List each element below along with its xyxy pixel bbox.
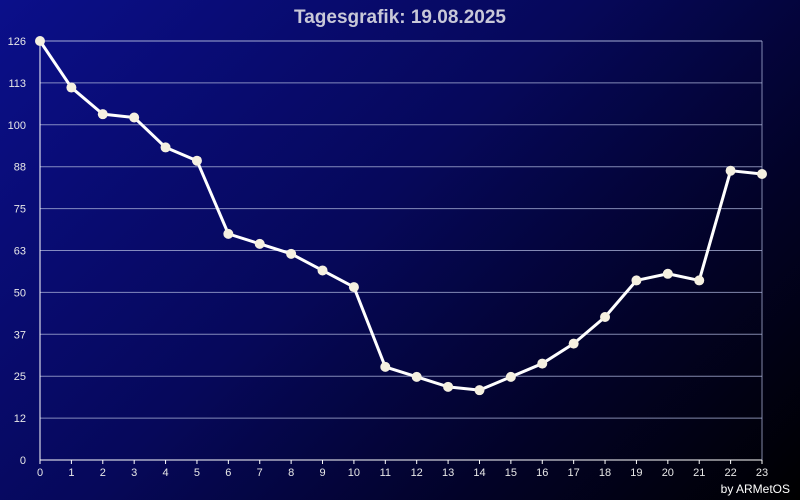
x-tick-label: 9: [319, 467, 325, 479]
data-point: [223, 228, 234, 239]
x-tick-label: 2: [100, 467, 106, 479]
data-point: [474, 385, 485, 396]
y-tick-label: 50: [14, 287, 26, 299]
x-tick-label: 3: [131, 467, 137, 479]
data-point: [286, 248, 297, 259]
x-tick-label: 5: [194, 467, 200, 479]
x-tick-labels: 0 1 2 3 4 5 6 7 8 9 10 11 12 13 14 15 16 17 18 19 20 21 22 23: [37, 467, 768, 479]
x-tick-label: 0: [37, 467, 43, 479]
credit-label: by ARMetOS: [721, 482, 790, 496]
data-point: [694, 275, 705, 286]
x-tick-label: 18: [599, 467, 611, 479]
axes: [39, 40, 763, 464]
x-tick-label: 6: [225, 467, 231, 479]
y-tick-label: 88: [14, 162, 26, 174]
x-tick-label: 12: [411, 467, 423, 479]
y-tick-label: 25: [14, 371, 26, 383]
data-point: [568, 338, 579, 349]
x-tick-label: 19: [630, 467, 642, 479]
data-point: [411, 371, 422, 382]
x-tick-label: 11: [380, 467, 391, 479]
data-point: [380, 361, 391, 372]
y-tick-label: 37: [14, 329, 26, 341]
x-tick-label: 23: [756, 467, 768, 479]
chart-title: Tagesgrafik: 19.08.2025: [294, 7, 506, 28]
data-point: [348, 282, 359, 293]
y-tick-label: 113: [8, 78, 26, 90]
data-point: [725, 165, 736, 176]
data-point: [160, 142, 171, 153]
data-point: [443, 381, 454, 392]
x-tick-label: 17: [568, 467, 580, 479]
x-tick-label: 7: [257, 467, 263, 479]
data-point: [97, 109, 108, 120]
data-point: [662, 268, 673, 279]
data-point: [757, 169, 767, 180]
data-point: [505, 371, 516, 382]
x-tick-label: 4: [163, 467, 169, 479]
data-point: [254, 238, 265, 249]
x-tick-label: 13: [442, 467, 454, 479]
y-tick-label: 63: [14, 246, 26, 258]
data-point: [317, 265, 328, 276]
x-tick-label: 14: [473, 467, 485, 479]
grid-lines: [40, 40, 762, 419]
y-tick-label: 12: [14, 413, 26, 425]
series-line: [38, 40, 763, 392]
data-point: [129, 112, 140, 123]
x-tick-label: 22: [724, 467, 736, 479]
x-tick-label: 15: [505, 467, 517, 479]
x-tick-label: 10: [348, 467, 360, 479]
data-point: [537, 358, 548, 369]
data-point: [631, 275, 642, 286]
data-point: [35, 36, 45, 46]
data-point: [66, 82, 77, 93]
y-tick-labels: 0 12 25 37 50 63 75 88 100 113 126: [8, 36, 26, 467]
data-point: [600, 312, 611, 323]
y-tick-label: 0: [20, 455, 26, 467]
y-tick-label: 75: [14, 204, 26, 216]
data-point: [191, 155, 202, 166]
x-tick-label: 21: [693, 467, 705, 479]
x-tick-label: 16: [536, 467, 548, 479]
x-tick-label: 20: [662, 467, 674, 479]
x-tick-label: 8: [288, 467, 294, 479]
x-tick-label: 1: [68, 467, 74, 479]
y-tick-label: 100: [8, 120, 26, 132]
y-tick-label: 126: [8, 36, 26, 48]
data-series: [35, 36, 767, 396]
